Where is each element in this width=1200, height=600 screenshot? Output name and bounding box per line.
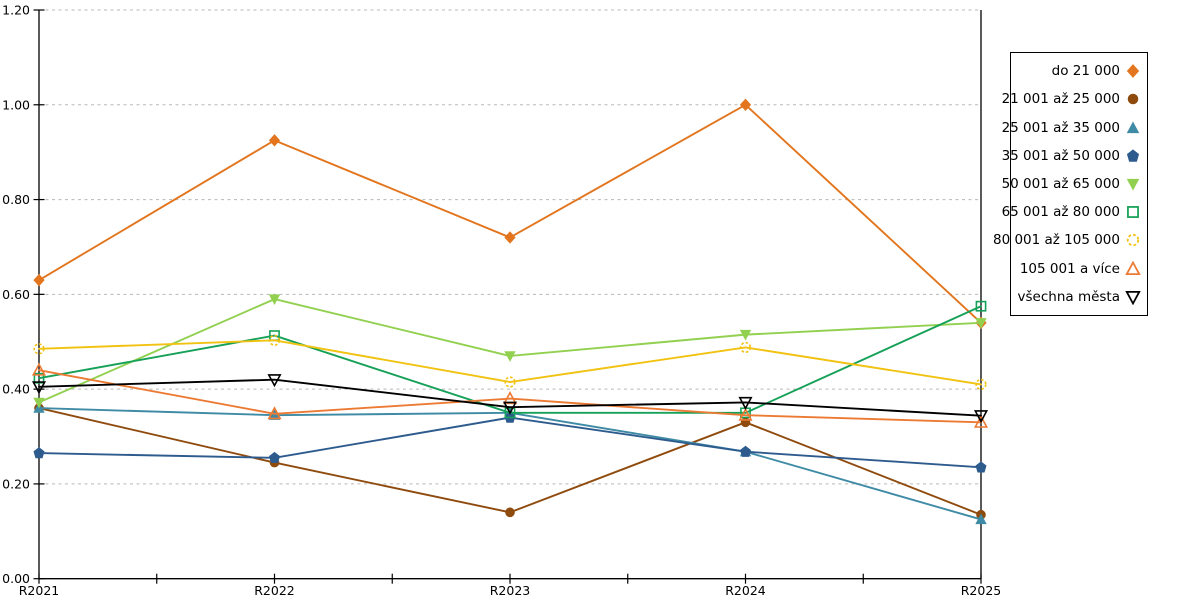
- data-point-marker: [268, 334, 281, 346]
- legend-item-2: 21 001 až 25 000: [1002, 91, 1141, 107]
- legend-label: 80 001 až 105 000: [992, 232, 1120, 249]
- y-tick-label: 0.40: [2, 382, 30, 397]
- data-point-marker: [33, 447, 45, 459]
- series-line: [38, 407, 982, 516]
- pentagon-marker-icon: [1126, 149, 1140, 162]
- legend-label: do 21 000: [1051, 63, 1120, 80]
- triangle-down-marker-icon: [1126, 178, 1140, 191]
- series-všechna-města: [31, 374, 989, 424]
- triangle-up-marker-icon: [1125, 260, 1141, 275]
- data-point-marker: [1126, 149, 1140, 162]
- x-tick-label: R2022: [254, 583, 295, 598]
- data-point-marker: [31, 381, 47, 395]
- series-50-001-až-65-000: [33, 294, 987, 409]
- data-point-marker: [739, 341, 752, 354]
- y-tick-label: 0.60: [2, 287, 30, 302]
- data-point-marker: [267, 406, 282, 420]
- data-point-marker: [31, 362, 47, 376]
- legend-item-7: 80 001 až 105 000: [993, 232, 1141, 248]
- y-tick-label: 1.00: [2, 97, 30, 112]
- data-point-marker: [504, 351, 516, 362]
- data-point-marker: [740, 417, 751, 428]
- data-point-marker: [1126, 121, 1140, 133]
- data-point-marker: [740, 445, 751, 457]
- diamond-marker-icon: [1126, 64, 1140, 78]
- data-point-marker: [738, 396, 753, 410]
- data-point-marker: [267, 374, 282, 388]
- data-point-marker: [1126, 234, 1140, 247]
- x-tick-label: R2021: [19, 583, 60, 598]
- series-line: [38, 298, 982, 404]
- data-point-marker: [975, 378, 987, 390]
- data-point-marker: [269, 451, 280, 464]
- data-point-marker: [504, 407, 516, 419]
- legend-label: všechna města: [1017, 288, 1120, 305]
- data-point-marker: [268, 134, 281, 147]
- circle-marker-icon: [1127, 94, 1139, 105]
- data-point-marker: [1125, 290, 1141, 305]
- x-tick-label: R2023: [490, 583, 531, 598]
- legend-item-5: 50 001 až 65 000: [1002, 176, 1141, 192]
- legend-item-9: všechna města: [1013, 289, 1141, 305]
- triangle-up-marker-icon: [1126, 121, 1140, 133]
- y-tick-label: 0.20: [2, 476, 30, 491]
- data-point-marker: [973, 410, 989, 424]
- legend-label: 105 001 a více: [1019, 260, 1120, 277]
- legend-item-6: 65 001 až 80 000: [1002, 204, 1141, 220]
- data-point-marker: [738, 407, 753, 421]
- legend-item-1: do 21 000: [1013, 63, 1141, 79]
- data-point-marker: [1126, 64, 1140, 78]
- data-point-marker: [502, 401, 518, 415]
- legend-item-4: 35 001 až 50 000: [1002, 148, 1141, 164]
- series-line: [38, 369, 982, 424]
- legend: do 21 000 21 001 až 25 000 25 001 až 35 00…: [993, 52, 1148, 316]
- legend-label: 35 001 až 50 000: [1001, 147, 1120, 164]
- series-line: [38, 339, 982, 386]
- data-point-marker: [975, 461, 987, 473]
- legend-label: 65 001 až 80 000: [1001, 204, 1120, 221]
- series-80-001-až-105-000: [33, 334, 987, 390]
- x-tick-label: R2025: [961, 583, 1002, 598]
- series-line: [38, 407, 982, 521]
- legend-item-3: 25 001 až 35 000: [1002, 120, 1141, 136]
- data-point-marker: [268, 294, 281, 305]
- y-tick-label: 0.00: [2, 571, 30, 586]
- y-tick-label: 0.80: [2, 192, 30, 207]
- legend-item-8: 105 001 a více: [1013, 260, 1141, 277]
- data-point-marker: [975, 318, 987, 329]
- legend-label: 21 001 až 25 000: [1001, 91, 1120, 108]
- data-point-marker: [502, 391, 518, 405]
- data-point-marker: [504, 376, 516, 388]
- legend-label: 25 001 až 35 000: [1001, 119, 1120, 136]
- square-marker-icon: [1127, 206, 1139, 219]
- triangle-down-marker-icon: [1125, 290, 1141, 305]
- series-line: [38, 378, 982, 417]
- y-tick-label: 1.20: [2, 3, 30, 18]
- series-line: [38, 103, 982, 324]
- series-35-001-až-50-000: [33, 411, 987, 473]
- data-point-marker: [975, 513, 987, 525]
- data-point-marker: [739, 98, 752, 111]
- legend-label: 50 001 až 65 000: [1001, 175, 1120, 192]
- x-tick-label: R2024: [725, 583, 766, 598]
- data-point-marker: [739, 329, 752, 341]
- data-point-marker: [33, 273, 45, 287]
- data-point-marker: [33, 343, 45, 355]
- circle-marker-icon: [1126, 234, 1140, 247]
- data-point-marker: [1127, 206, 1139, 219]
- data-point-marker: [973, 414, 989, 428]
- series-105-001-a-více: [31, 362, 989, 428]
- data-point-marker: [33, 397, 45, 409]
- data-point-marker: [975, 300, 987, 312]
- data-point-marker: [504, 231, 516, 244]
- data-point-marker: [1125, 260, 1141, 275]
- data-point-marker: [505, 507, 515, 518]
- data-point-marker: [1126, 178, 1140, 191]
- data-point-marker: [1127, 94, 1139, 105]
